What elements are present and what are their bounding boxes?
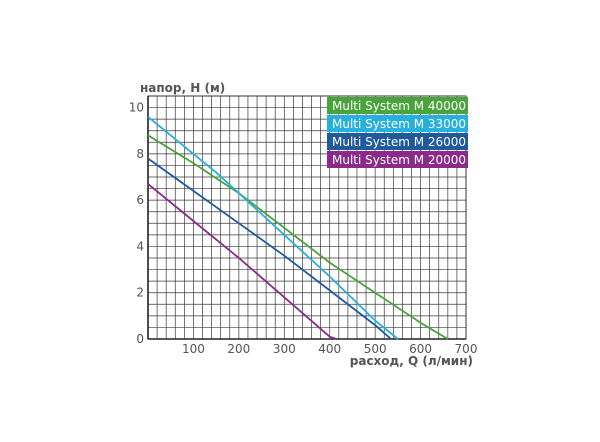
series-line-2 [147, 116, 399, 340]
y-axis-title: напор, H (м) [140, 81, 225, 95]
x-tick-label: 100 [182, 342, 205, 356]
chart-legend: Multi System M 40000 Multi System M 33000… [327, 97, 468, 168]
x-tick-label: 600 [409, 342, 432, 356]
x-axis-title: расход, Q (л/мин) [350, 354, 473, 368]
x-tick-label: 700 [455, 342, 478, 356]
y-tick-label: 6 [136, 193, 144, 207]
chart-grid [147, 95, 467, 340]
legend-swatch [327, 151, 468, 168]
legend-swatch [327, 97, 468, 114]
legend-label: Multi System M 26000 [332, 135, 466, 149]
series-line-1 [147, 134, 449, 340]
legend-swatch [327, 133, 468, 150]
legend-item-2: Multi System M 33000 [327, 115, 468, 132]
legend-item-1: Multi System M 40000 [327, 97, 468, 114]
chart-series [147, 116, 449, 340]
y-tick-label: 2 [136, 286, 144, 300]
y-tick-label: 10 [129, 101, 144, 115]
legend-item-4: Multi System M 20000 [327, 151, 468, 168]
x-tick-label: 300 [273, 342, 296, 356]
legend-item-3: Multi System M 26000 [327, 133, 468, 150]
series-line-4 [147, 183, 337, 340]
x-tick-label: 500 [364, 342, 387, 356]
legend-label: Multi System M 33000 [332, 117, 466, 131]
chart-ticks: 100 200 300 400 500 600 700 0 2 4 6 8 10 [129, 101, 478, 356]
x-tick-label: 400 [318, 342, 341, 356]
y-tick-label: 4 [136, 239, 144, 253]
plot-area [147, 95, 467, 340]
legend-swatch [327, 115, 468, 132]
y-tick-label: 8 [136, 147, 144, 161]
legend-label: Multi System M 40000 [332, 99, 466, 113]
series-line-3 [147, 157, 392, 340]
y-tick-label: 0 [136, 332, 144, 346]
legend-label: Multi System M 20000 [332, 153, 466, 167]
x-tick-label: 200 [227, 342, 250, 356]
